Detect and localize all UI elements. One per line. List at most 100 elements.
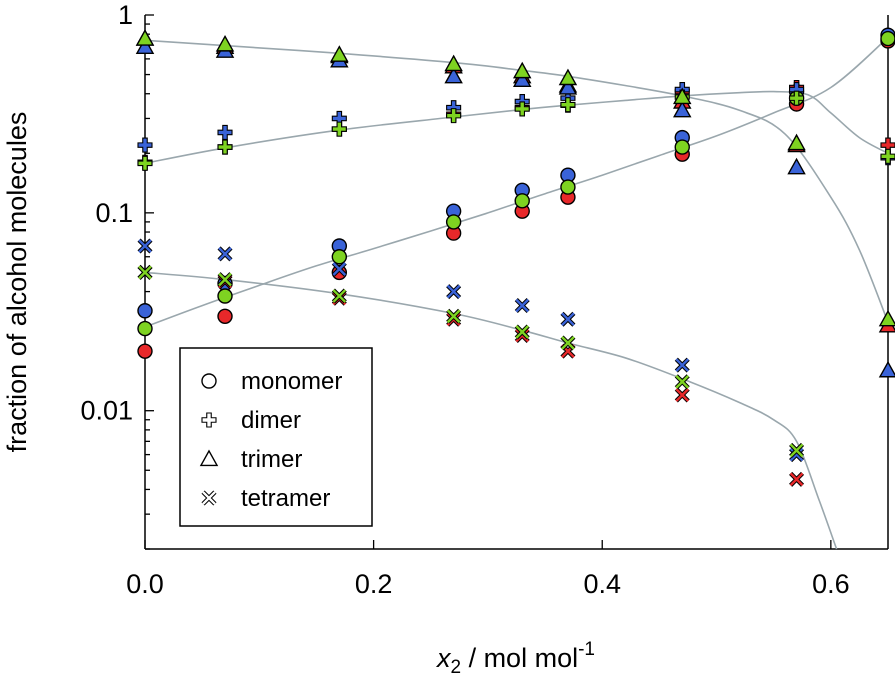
tetramer-point-blue-stroke	[138, 239, 152, 253]
tetramer-point-green	[217, 272, 233, 288]
tetramer-point-blue-stroke	[675, 358, 690, 372]
monomer-point-green	[880, 30, 895, 47]
tetramer-point-blue-stroke	[218, 247, 232, 261]
tetramer-point-red-stroke	[515, 328, 530, 343]
legend-trimer-label: trimer	[241, 446, 302, 473]
x-tick-label: 0.4	[583, 569, 621, 599]
dimer-point-green	[446, 108, 462, 124]
legend-tetramer-marker-stroke	[202, 491, 216, 505]
monomer-point-green	[560, 179, 576, 195]
x-axis-label-subscript: 2	[450, 657, 461, 678]
dimer-point-blue	[137, 137, 153, 153]
axis-ticks: 0.0 0.2 0.4 0.6 1 0.1 0.01	[80, 0, 849, 599]
legend-monomer-label: monomer	[241, 368, 342, 395]
dimer-point-green	[880, 148, 895, 164]
tetramer-point-blue-stroke	[515, 298, 530, 313]
legend: monomer dimer trimer tetramer	[179, 347, 373, 527]
x-tick-label: 0.0	[126, 569, 164, 599]
tetramer-point-green-stroke	[332, 289, 347, 303]
trimer-point-green	[444, 54, 463, 72]
trimer-point-green	[135, 29, 155, 46]
x-tick-label: 0.2	[355, 569, 393, 599]
trimer-point-blue	[787, 157, 806, 175]
legend-dimer-marker	[201, 412, 217, 428]
monomer-point-green	[217, 288, 233, 304]
tetramer-point-blue	[217, 246, 233, 262]
x-axis-label-superscript: -1	[578, 639, 595, 660]
legend-trimer-marker	[199, 449, 219, 467]
trimer-point-blue	[512, 70, 532, 88]
tetramer-point-green-stroke	[789, 443, 804, 458]
trimer-point-green	[558, 68, 578, 86]
trimer-point-green	[330, 45, 349, 62]
tetramer-point-red	[674, 387, 690, 403]
tetramer-point-red-stroke	[789, 472, 804, 487]
monomer-point-red	[331, 264, 348, 281]
tetramer-point-blue	[560, 311, 576, 327]
legend-tetramer-marker	[201, 490, 217, 506]
tetramer-point-blue	[331, 261, 347, 277]
trimer-point-green	[878, 309, 895, 327]
tetramer-point-red	[514, 327, 530, 343]
trimer-point-blue	[135, 37, 155, 55]
tetramer-point-green-stroke	[675, 374, 690, 389]
dimer-point-green	[514, 101, 530, 117]
tetramer-point-red	[789, 471, 805, 487]
legend-items: monomer dimer trimer tetramer	[199, 368, 342, 512]
legend-dimer-label: dimer	[241, 407, 301, 434]
dimer-point-green	[331, 121, 347, 137]
tetramer-point-green-stroke	[446, 309, 461, 324]
tetramer-point-green	[674, 374, 690, 390]
trimer-point-blue	[878, 360, 895, 378]
x-axis-label-variable: x	[435, 643, 452, 673]
tetramer-point-blue	[137, 238, 153, 254]
tetramer-fit-curve	[144, 271, 838, 550]
legend-monomer-marker	[201, 373, 217, 389]
trimer-point-green	[787, 133, 806, 151]
tetramer-point-green-stroke	[218, 272, 232, 287]
dimer-point-green	[137, 155, 153, 171]
data-points	[135, 27, 895, 487]
legend-tetramer-label: tetramer	[241, 485, 330, 512]
trimer-point-green	[673, 87, 692, 105]
trimer-point-blue	[558, 78, 578, 95]
monomer-point-green	[514, 193, 530, 209]
tetramer-point-green	[514, 324, 530, 340]
trimer-fit-curve	[144, 39, 889, 323]
tetramer-point-green-stroke	[138, 265, 152, 280]
tetramer-point-blue	[514, 298, 530, 314]
monomer-point-green	[331, 249, 348, 265]
plot-frame	[144, 15, 889, 550]
tetramer-point-green	[137, 264, 153, 280]
trimer-point-green	[215, 34, 235, 52]
dimer-point-green	[789, 90, 805, 106]
tetramer-point-blue	[446, 284, 462, 300]
tetramer-point-blue-stroke	[789, 447, 804, 462]
monomer-point-blue	[137, 303, 153, 319]
tetramer-point-green	[331, 288, 347, 304]
monomer-point-red	[217, 308, 233, 325]
trimer-point-blue	[673, 100, 692, 118]
x-tick-label: 0.6	[812, 569, 850, 599]
monomer-point-green	[674, 139, 690, 155]
tetramer-point-blue-stroke	[446, 284, 461, 299]
trimer-point-green	[512, 61, 532, 79]
monomer-point-red	[137, 343, 153, 359]
y-tick-label: 1	[118, 0, 133, 30]
y-tick-label: 0.01	[80, 396, 133, 426]
monomer-point-green	[137, 320, 153, 337]
tetramer-point-green	[560, 335, 576, 351]
tetramer-point-blue	[674, 357, 690, 373]
dimer-point-green	[217, 139, 233, 155]
monomer-point-green	[445, 214, 462, 230]
dimer-fit-curve	[144, 90, 889, 165]
dimer-point-blue	[217, 124, 233, 140]
tetramer-point-green-stroke	[515, 325, 530, 339]
tetramer-point-red-stroke	[675, 388, 690, 402]
tetramer-point-blue-stroke	[561, 312, 575, 327]
x-axis-label-unit: / mol mol	[461, 643, 578, 673]
x-axis-label: x2 / mol mol-1	[435, 639, 595, 678]
dimer-point-green	[560, 97, 576, 113]
trimer-point-blue	[444, 66, 463, 84]
